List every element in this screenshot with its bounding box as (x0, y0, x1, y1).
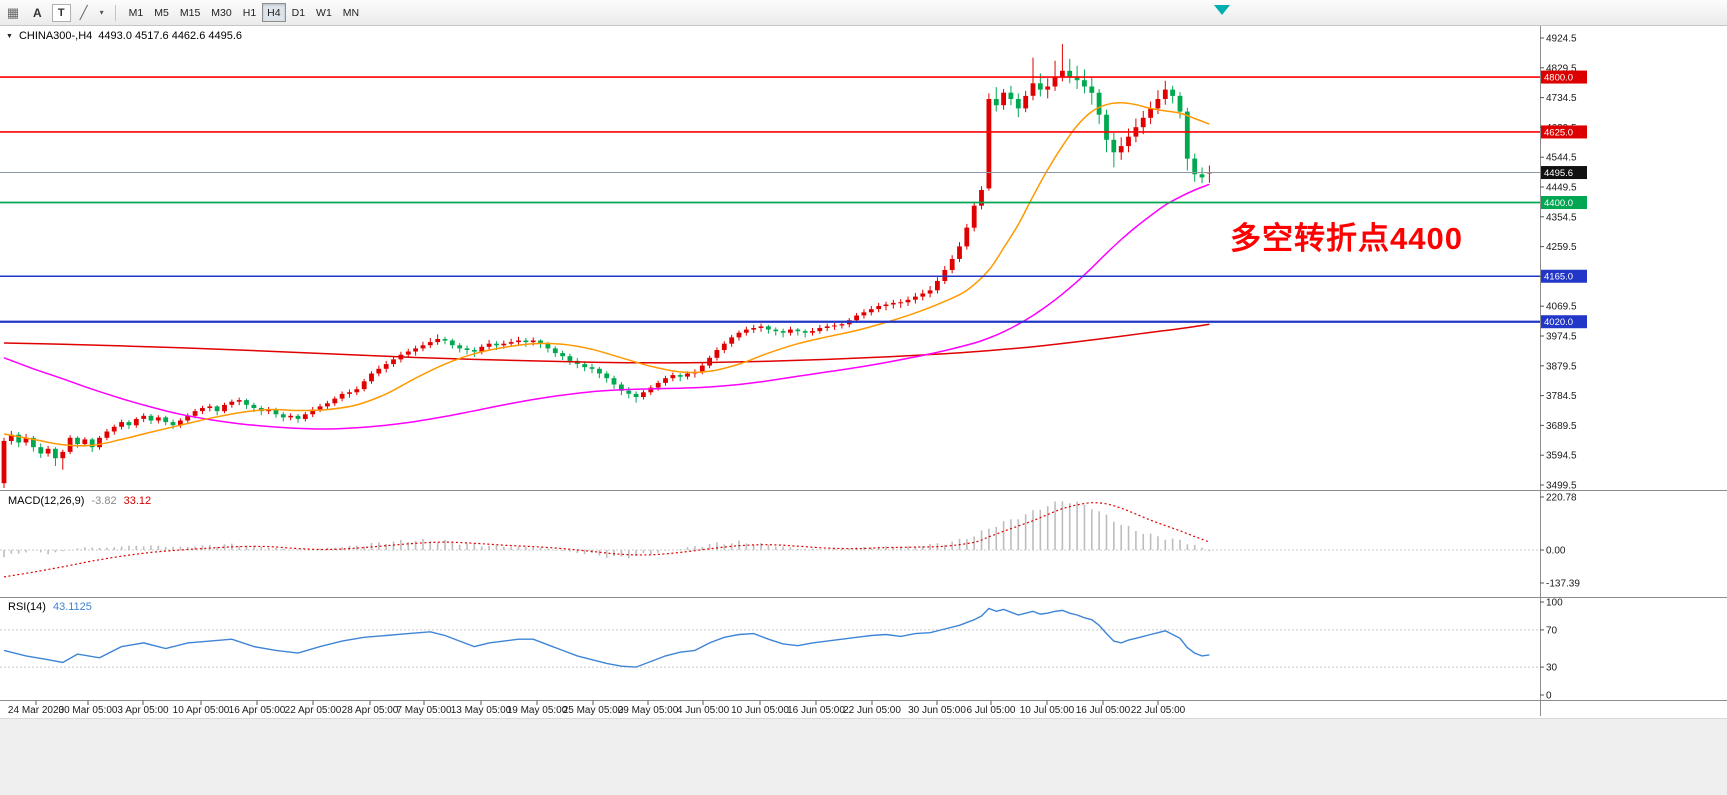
chart-background (0, 0, 1727, 718)
rsi-line (3, 607, 1210, 668)
svg-text:19 May 05:00: 19 May 05:00 (507, 705, 568, 716)
svg-text:7 May 05:00: 7 May 05:00 (396, 705, 451, 716)
svg-text:4069.5: 4069.5 (1546, 302, 1577, 313)
svg-text:3499.5: 3499.5 (1546, 481, 1577, 492)
hline-4020.0[interactable]: 4020.0 (0, 315, 1587, 329)
svg-text:3594.5: 3594.5 (1546, 451, 1577, 462)
timeframe-button-h4[interactable]: H4 (262, 3, 286, 22)
svg-text:3974.5: 3974.5 (1546, 332, 1577, 343)
timeframe-button-w1[interactable]: W1 (311, 3, 337, 22)
trendline-tool-icon[interactable]: ╱ (79, 4, 88, 20)
toolbar: ▦ A T ╱ ▾ M1 M5 M15 M30 H1 H4 D1 W1 MN (0, 0, 1727, 26)
chart-canvas[interactable]: 4924.54829.54734.54639.54544.54449.54354… (0, 0, 1727, 718)
svg-text:4449.5: 4449.5 (1546, 183, 1577, 194)
text-tool-button[interactable]: T (51, 3, 71, 22)
hline-4625.0[interactable]: 4625.0 (0, 125, 1587, 139)
svg-text:4625.0: 4625.0 (1544, 127, 1573, 138)
svg-text:70: 70 (1546, 625, 1558, 636)
hline-4400.0[interactable]: 4400.0 (0, 196, 1587, 210)
scroll-to-end-icon[interactable] (1214, 5, 1230, 15)
svg-text:4400.0: 4400.0 (1544, 198, 1573, 209)
svg-text:3784.5: 3784.5 (1546, 391, 1577, 402)
svg-text:4495.6: 4495.6 (1544, 168, 1573, 179)
timeframe-button-m1[interactable]: M1 (124, 3, 149, 22)
svg-text:30: 30 (1546, 663, 1558, 674)
svg-text:0.00: 0.00 (1546, 546, 1566, 557)
svg-text:4354.5: 4354.5 (1546, 212, 1577, 223)
svg-text:3689.5: 3689.5 (1546, 421, 1577, 432)
svg-text:10 Jun 05:00: 10 Jun 05:00 (731, 705, 789, 716)
rsi-panel[interactable]: 100 70 30 0 (0, 598, 1563, 702)
svg-text:0: 0 (1546, 691, 1552, 702)
svg-text:3879.5: 3879.5 (1546, 361, 1577, 372)
svg-text:4020.0: 4020.0 (1544, 317, 1573, 328)
svg-text:16 Jul 05:00: 16 Jul 05:00 (1076, 705, 1131, 716)
ma-slow-line (3, 323, 1210, 364)
timeframe-button-m5[interactable]: M5 (149, 3, 174, 22)
svg-text:22 Apr 05:00: 22 Apr 05:00 (285, 705, 342, 716)
macd-signal-line (3, 502, 1210, 578)
svg-text:3 Apr 05:00: 3 Apr 05:00 (117, 705, 169, 716)
macd-name: MACD(12,26,9) (8, 495, 85, 507)
ma-fast-line (3, 102, 1210, 447)
svg-text:4 Jun 05:00: 4 Jun 05:00 (677, 705, 730, 716)
rsi-value: 43.1125 (52, 601, 92, 613)
chart-title: ▼ CHINA300-,H4 4493.0 4517.6 4462.6 4495… (6, 30, 242, 42)
svg-text:10 Apr 05:00: 10 Apr 05:00 (173, 705, 230, 716)
timeframe-button-m30[interactable]: M30 (206, 3, 236, 22)
macd-label: MACD(12,26,9) -3.82 33.12 (8, 495, 151, 507)
svg-text:25 May 05:00: 25 May 05:00 (563, 705, 624, 716)
rsi-name: RSI(14) (8, 601, 46, 613)
timeframe-button-d1[interactable]: D1 (287, 3, 310, 22)
svg-text:-137.39: -137.39 (1546, 578, 1580, 589)
hline-4800.0[interactable]: 4800.0 (0, 70, 1587, 84)
svg-text:6 Jul 05:00: 6 Jul 05:00 (967, 705, 1016, 716)
svg-text:100: 100 (1546, 598, 1563, 609)
svg-text:4734.5: 4734.5 (1546, 93, 1577, 104)
svg-text:4829.5: 4829.5 (1546, 63, 1577, 74)
ma-medium-line (3, 183, 1210, 430)
windows-grid-icon[interactable]: ▦ (6, 4, 20, 20)
symbol-timeframe-label: CHINA300-,H4 (18, 30, 93, 42)
collapse-arrow-icon[interactable]: ▼ (6, 32, 13, 40)
timeframe-button-h1[interactable]: H1 (238, 3, 261, 22)
svg-text:4259.5: 4259.5 (1546, 242, 1577, 253)
toolbar-separator (114, 4, 116, 21)
ohlc-values: 4493.0 4517.6 4462.6 4495.6 (98, 30, 243, 42)
svg-text:4165.0: 4165.0 (1544, 272, 1573, 283)
timeframe-button-group: M1 M5 M15 M30 H1 H4 D1 W1 MN (124, 3, 364, 22)
svg-text:30 Mar 05:00: 30 Mar 05:00 (59, 705, 118, 716)
macd-main-value: -3.82 (91, 495, 117, 507)
hline-4495.6[interactable]: 4495.6 (0, 166, 1587, 180)
timeframe-button-mn[interactable]: MN (338, 3, 364, 22)
rsi-label: RSI(14) 43.1125 (8, 601, 92, 613)
macd-panel[interactable]: 220.78 0.00 -137.39 (0, 493, 1580, 590)
svg-text:22 Jun 05:00: 22 Jun 05:00 (843, 705, 901, 716)
svg-text:4800.0: 4800.0 (1544, 73, 1573, 84)
bottom-strip (0, 718, 1727, 795)
svg-text:30 Jun 05:00: 30 Jun 05:00 (908, 705, 966, 716)
svg-text:22 Jul 05:00: 22 Jul 05:00 (1131, 705, 1186, 716)
svg-text:13 May 05:00: 13 May 05:00 (451, 705, 512, 716)
svg-text:4544.5: 4544.5 (1546, 153, 1577, 164)
pivot-annotation-text: 多空转折点4400 (1230, 221, 1463, 256)
tools-dropdown-caret-icon[interactable]: ▾ (99, 8, 104, 17)
macd-signal-value: 33.12 (123, 495, 152, 507)
timeframe-button-m15[interactable]: M15 (175, 3, 205, 22)
svg-text:16 Apr 05:00: 16 Apr 05:00 (229, 705, 286, 716)
svg-text:16 Jun 05:00: 16 Jun 05:00 (787, 705, 845, 716)
svg-text:28 Apr 05:00: 28 Apr 05:00 (342, 705, 399, 716)
svg-text:4924.5: 4924.5 (1546, 34, 1577, 45)
svg-text:10 Jul 05:00: 10 Jul 05:00 (1020, 705, 1075, 716)
svg-text:24 Mar 2020: 24 Mar 2020 (8, 705, 65, 716)
svg-text:29 May 05:00: 29 May 05:00 (618, 705, 679, 716)
svg-text:220.78: 220.78 (1546, 493, 1577, 504)
font-tool-button[interactable]: A (26, 3, 49, 22)
hline-4165.0[interactable]: 4165.0 (0, 269, 1587, 283)
